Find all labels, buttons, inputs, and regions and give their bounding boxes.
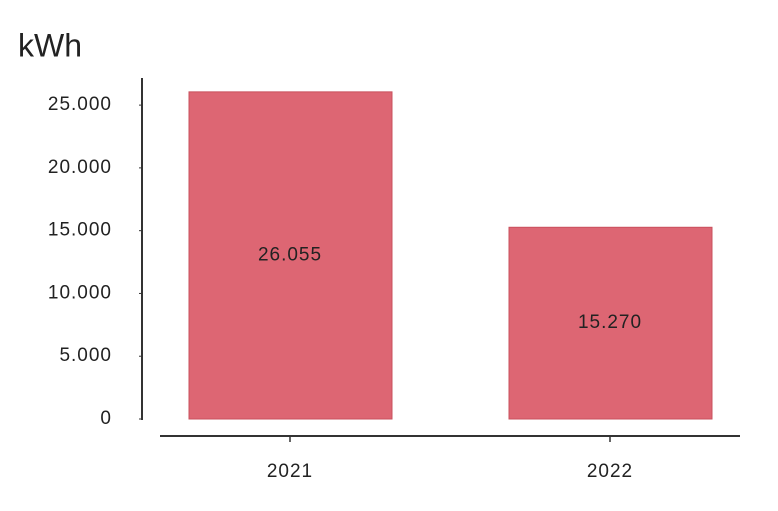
value-label: 26.055 (258, 244, 322, 265)
x-tick-label: 2022 (587, 461, 633, 482)
bar (188, 91, 393, 420)
bar (508, 226, 713, 420)
y-tick-label: 20.000 (48, 157, 112, 178)
y-tick-label: 10.000 (48, 282, 112, 303)
value-label: 15.270 (578, 312, 642, 333)
y-axis-label: kWh (18, 27, 82, 63)
y-tick-label: 25.000 (48, 94, 112, 115)
x-tick-label: 2021 (267, 461, 313, 482)
y-tick-label: 0 (100, 408, 112, 429)
y-tick-label: 15.000 (48, 220, 112, 241)
y-tick-label: 5.000 (59, 345, 112, 366)
